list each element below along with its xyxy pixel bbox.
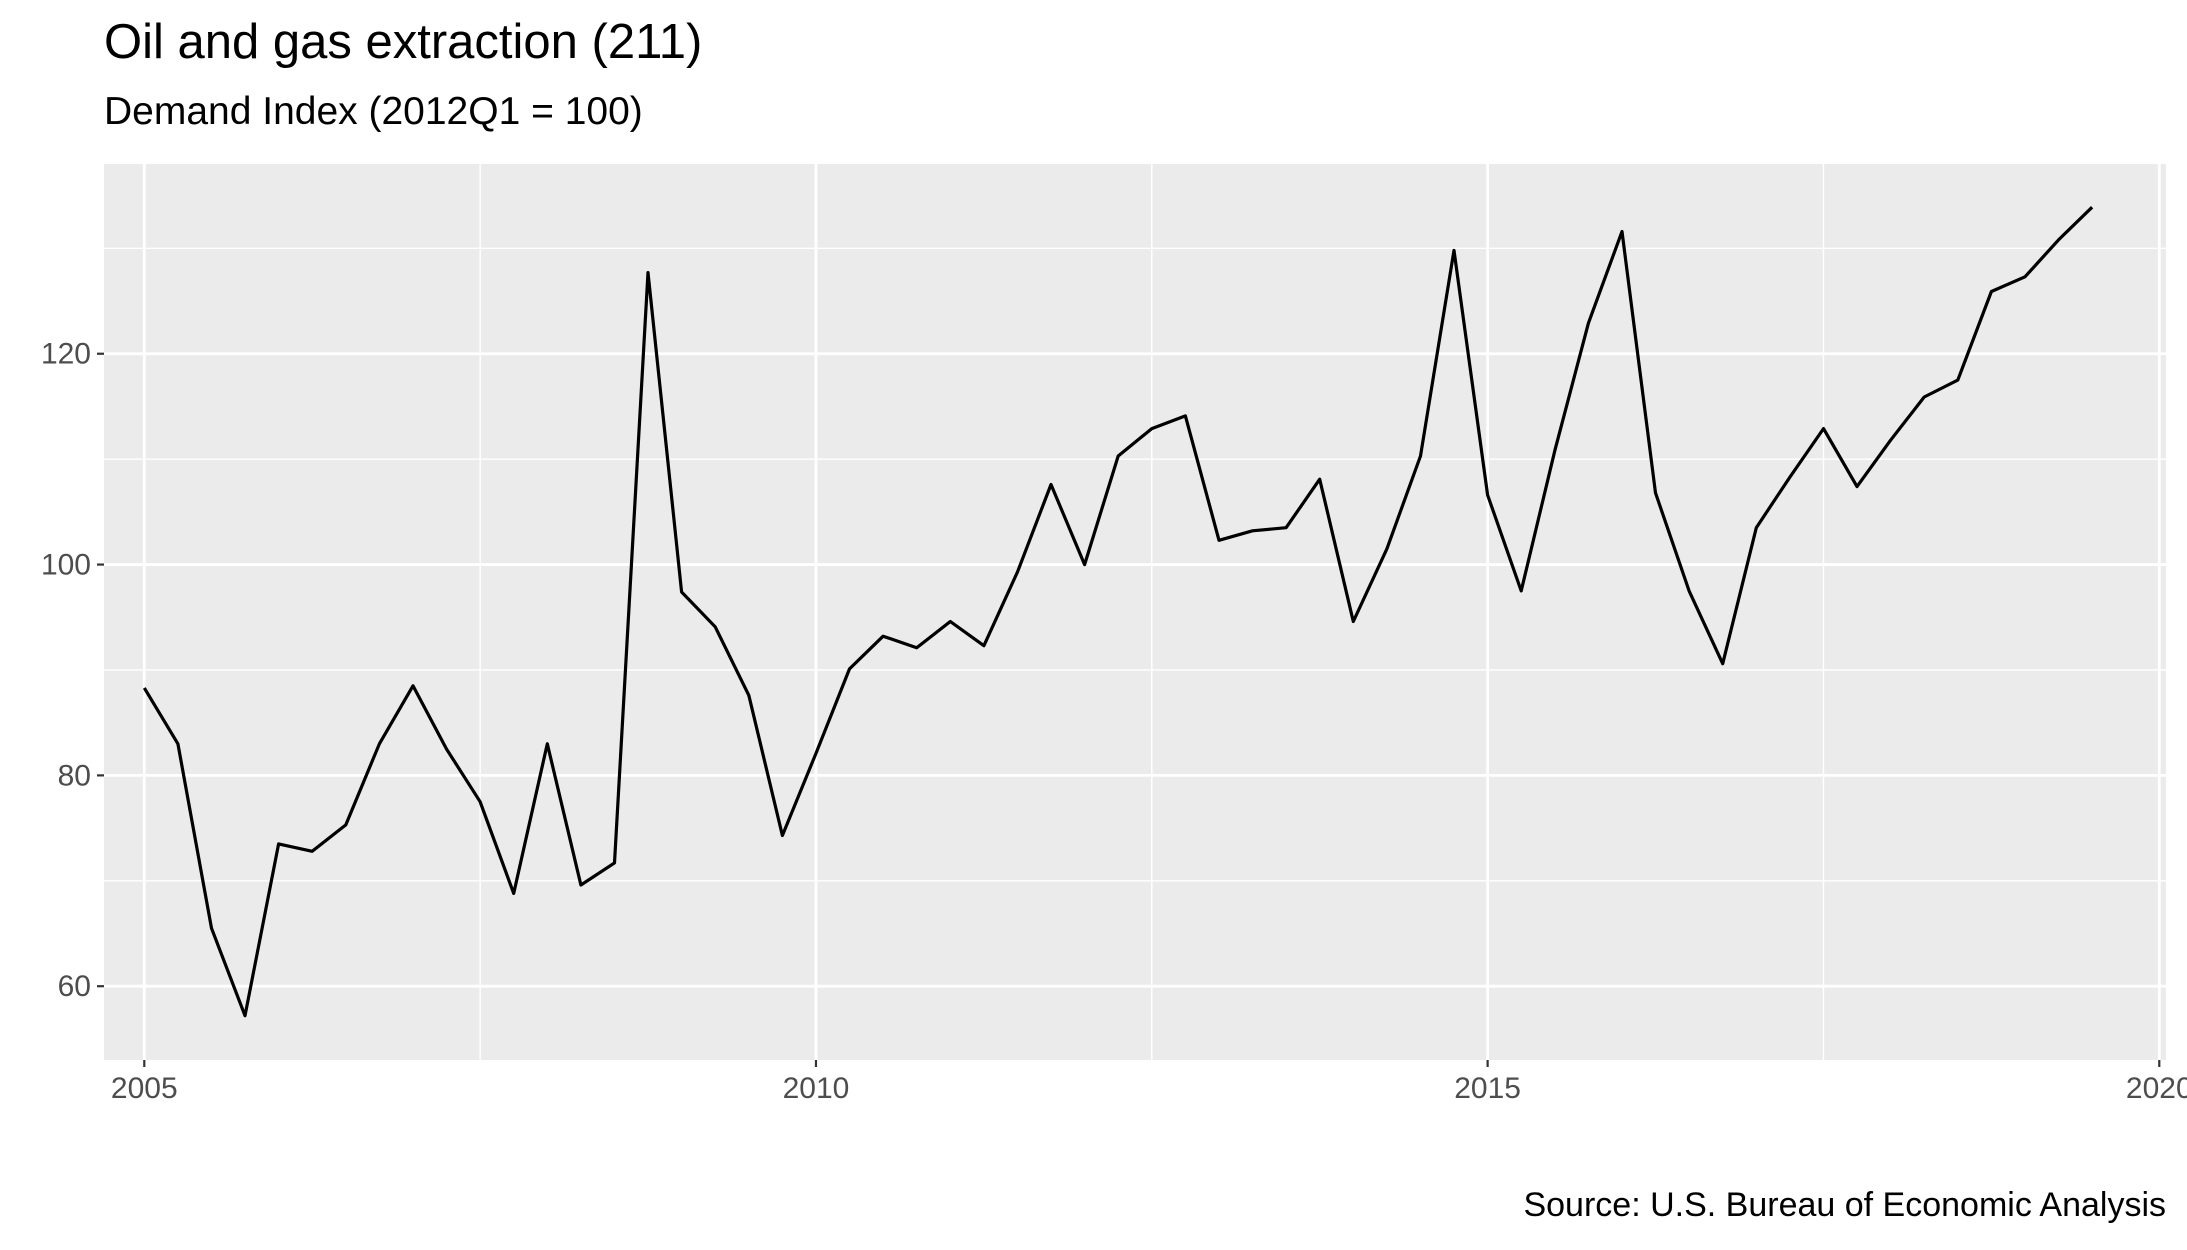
y-axis: 60 80 100 120 <box>41 338 104 1003</box>
x-tick-label: 2020 <box>2126 1072 2187 1105</box>
x-tick-label: 2005 <box>111 1072 178 1105</box>
series-layer <box>142 206 2094 1018</box>
x-tick-label: 2015 <box>1454 1072 1521 1105</box>
minor-gridlines <box>104 164 2166 1060</box>
plot-panel <box>104 164 2166 1060</box>
chart-subtitle: Demand Index (2012Q1 = 100) <box>104 90 643 133</box>
y-tick-label: 80 <box>58 759 91 792</box>
x-axis: 2005 2010 2015 2020 <box>111 1060 2187 1105</box>
y-tick-label: 120 <box>41 338 91 371</box>
series-line <box>142 206 2094 1018</box>
y-tick-label: 100 <box>41 549 91 582</box>
x-tick-label: 2010 <box>783 1072 850 1105</box>
major-gridlines <box>104 164 2166 1060</box>
chart-title: Oil and gas extraction (211) <box>104 15 703 69</box>
source-caption: Source: U.S. Bureau of Economic Analysis <box>1523 1186 2166 1224</box>
y-tick-label: 60 <box>58 970 91 1003</box>
